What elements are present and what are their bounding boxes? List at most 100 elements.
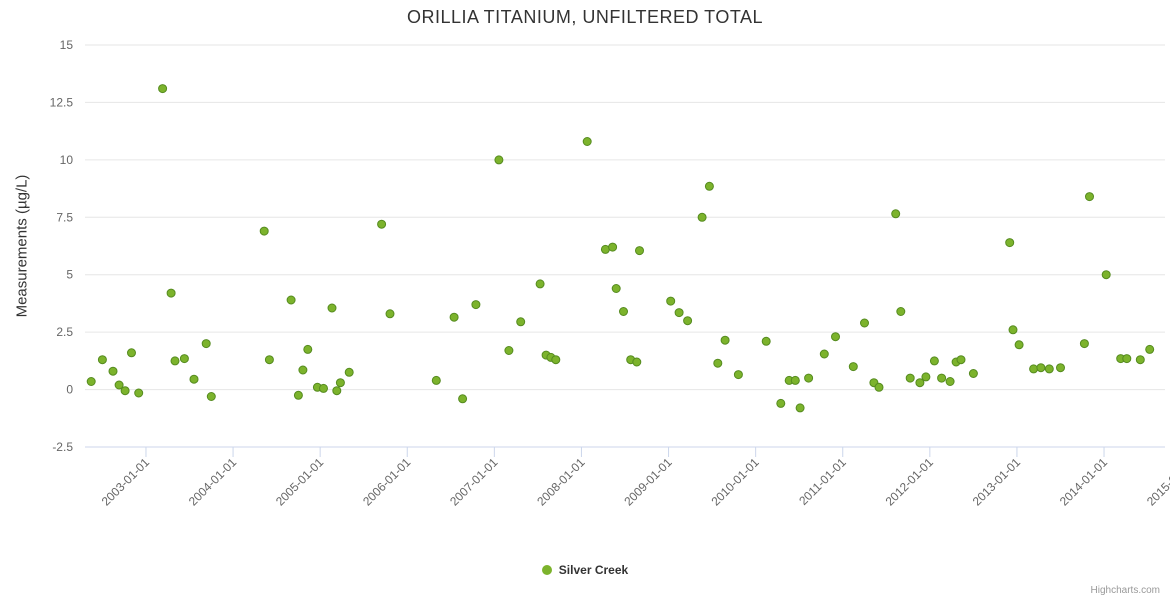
data-point[interactable]	[891, 209, 901, 219]
data-point[interactable]	[632, 357, 642, 367]
data-point[interactable]	[303, 344, 313, 354]
x-tick-label: 2012-01-01	[883, 455, 937, 509]
data-point[interactable]	[683, 316, 693, 326]
data-point[interactable]	[504, 346, 514, 355]
data-point[interactable]	[120, 386, 130, 396]
data-point[interactable]	[179, 354, 189, 364]
data-point[interactable]	[611, 284, 621, 293]
x-tick-label: 2004-01-01	[186, 455, 240, 509]
data-point[interactable]	[134, 388, 144, 398]
data-point[interactable]	[619, 307, 628, 316]
data-point[interactable]	[298, 365, 308, 375]
data-point[interactable]	[158, 84, 168, 94]
data-point[interactable]	[259, 226, 269, 236]
data-point[interactable]	[449, 312, 459, 322]
data-point[interactable]	[929, 356, 939, 366]
data-point[interactable]	[1008, 325, 1018, 335]
data-point[interactable]	[166, 288, 176, 298]
data-point[interactable]	[327, 303, 337, 313]
data-point[interactable]	[968, 369, 978, 378]
data-point[interactable]	[385, 309, 395, 319]
data-point[interactable]	[674, 308, 684, 318]
data-point[interactable]	[206, 392, 216, 401]
x-tick-label: 2011-01-01	[796, 455, 849, 508]
data-point[interactable]	[494, 155, 504, 165]
data-point[interactable]	[945, 377, 955, 386]
data-point[interactable]	[795, 403, 805, 413]
data-point[interactable]	[608, 242, 618, 252]
data-point[interactable]	[635, 246, 644, 256]
data-point[interactable]	[1056, 363, 1065, 373]
data-point[interactable]	[551, 355, 561, 365]
data-point[interactable]	[1014, 340, 1024, 350]
data-point[interactable]	[697, 212, 707, 222]
data-point[interactable]	[332, 386, 342, 396]
data-point[interactable]	[921, 372, 931, 382]
data-point[interactable]	[335, 378, 345, 388]
data-point[interactable]	[1079, 339, 1089, 349]
data-point[interactable]	[874, 382, 884, 392]
data-point[interactable]	[848, 362, 858, 372]
x-tick-label: 2013-01-01	[970, 455, 1024, 509]
data-point[interactable]	[471, 300, 481, 310]
x-tick-label: 2015-01-01	[1144, 455, 1170, 509]
x-tick-label: 2007-01-01	[447, 455, 501, 509]
data-point[interactable]	[97, 355, 107, 365]
legend-series-name: Silver Creek	[558, 563, 629, 577]
data-point[interactable]	[1145, 344, 1155, 354]
data-point[interactable]	[733, 370, 743, 380]
data-point[interactable]	[896, 307, 906, 316]
data-point[interactable]	[956, 355, 966, 365]
data-point[interactable]	[114, 380, 124, 390]
chart-title: ORILLIA TITANIUM, UNFILTERED TOTAL	[406, 7, 764, 27]
data-point[interactable]	[790, 375, 800, 385]
x-tick-label: 2006-01-01	[360, 455, 414, 509]
data-point[interactable]	[804, 373, 814, 383]
y-tick-label: 2.5	[56, 325, 73, 339]
data-point[interactable]	[189, 374, 199, 384]
data-point[interactable]	[905, 373, 915, 383]
legend-marker-icon	[541, 565, 552, 575]
data-point[interactable]	[915, 378, 925, 388]
data-point[interactable]	[170, 356, 180, 366]
data-point[interactable]	[819, 349, 829, 359]
data-point[interactable]	[86, 377, 96, 386]
credits-link[interactable]: Highcharts.com	[1090, 585, 1160, 596]
data-point[interactable]	[666, 296, 676, 306]
data-point[interactable]	[1101, 270, 1111, 280]
data-point[interactable]	[937, 373, 947, 383]
data-point[interactable]	[1044, 364, 1054, 374]
data-point[interactable]	[1029, 364, 1039, 374]
data-point[interactable]	[1122, 354, 1132, 364]
data-point[interactable]	[344, 367, 354, 377]
data-point[interactable]	[761, 336, 771, 346]
data-point[interactable]	[286, 295, 296, 305]
data-point[interactable]	[516, 317, 526, 327]
data-point[interactable]	[431, 375, 441, 385]
data-point[interactable]	[127, 348, 136, 358]
data-point[interactable]	[108, 366, 118, 376]
data-point[interactable]	[860, 318, 869, 328]
data-point[interactable]	[201, 339, 211, 349]
data-point[interactable]	[1135, 355, 1145, 365]
data-point[interactable]	[831, 332, 840, 342]
data-point[interactable]	[713, 358, 723, 368]
data-point[interactable]	[1036, 363, 1046, 373]
data-point[interactable]	[319, 383, 328, 393]
data-point[interactable]	[1005, 238, 1015, 248]
legend-item-silver-creek[interactable]: Silver Creek	[0, 563, 1170, 577]
y-tick-label: 7.5	[56, 210, 73, 224]
data-point[interactable]	[776, 398, 786, 408]
data-point[interactable]	[535, 279, 545, 289]
data-point[interactable]	[377, 219, 387, 229]
data-point[interactable]	[1085, 192, 1094, 202]
x-tick-label: 2003-01-01	[99, 455, 153, 509]
data-point[interactable]	[582, 137, 592, 146]
x-tick-label: 2010-01-01	[708, 455, 762, 509]
data-point[interactable]	[720, 335, 730, 345]
data-point[interactable]	[293, 390, 303, 400]
data-point[interactable]	[264, 355, 274, 365]
data-point[interactable]	[458, 394, 468, 404]
data-point[interactable]	[704, 181, 714, 191]
